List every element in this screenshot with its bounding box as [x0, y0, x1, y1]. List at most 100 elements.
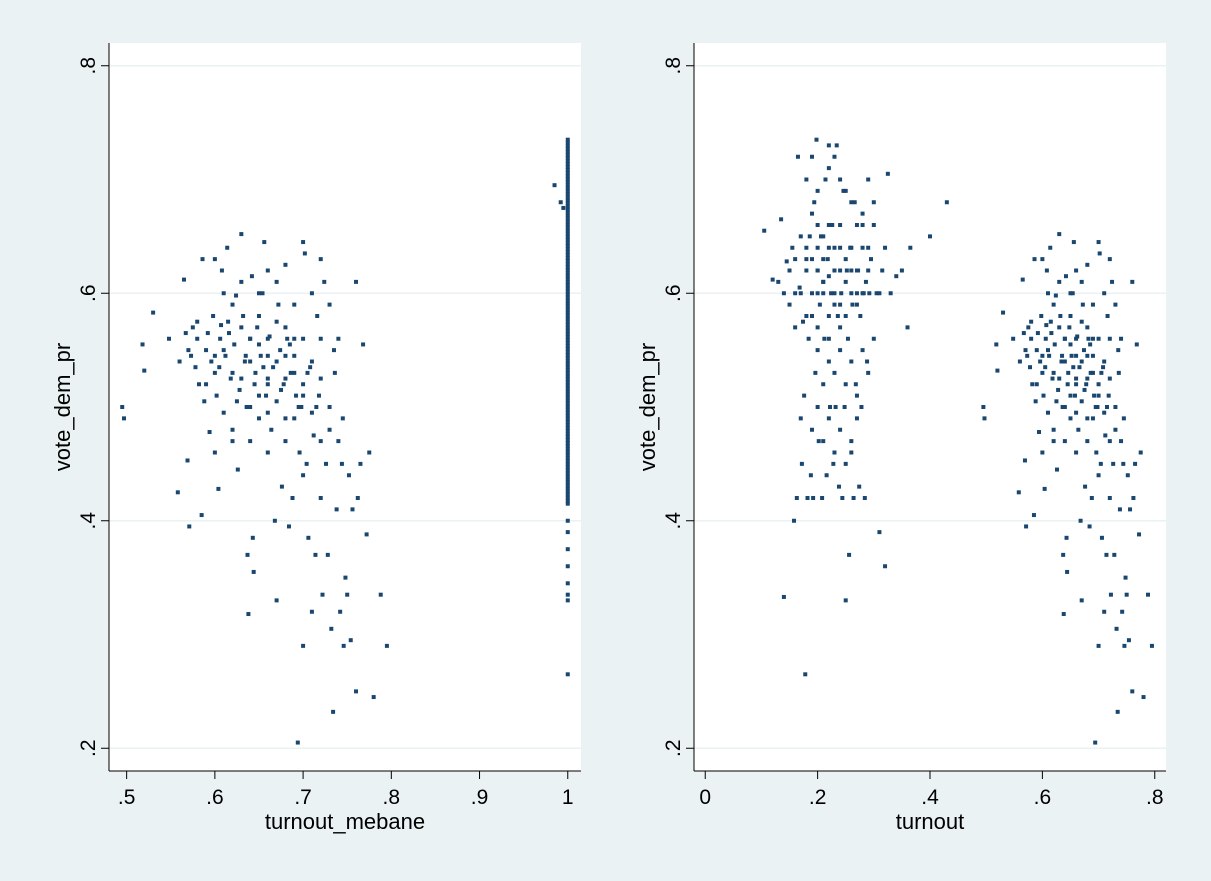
scatter-point: [565, 374, 570, 379]
scatter-point: [1060, 353, 1065, 358]
scatter-point: [565, 434, 570, 439]
scatter-point: [177, 359, 182, 364]
scatter-point: [565, 295, 570, 300]
scatter-point: [565, 304, 570, 309]
scatter-point: [854, 302, 859, 307]
scatter-point: [815, 188, 820, 193]
scatter-point: [283, 262, 288, 267]
scatter-point: [995, 368, 1000, 373]
scatter-point: [287, 342, 292, 347]
scatter-point: [230, 439, 235, 444]
scatter-point: [854, 416, 859, 421]
scatter-point: [216, 486, 221, 491]
scatter-point: [908, 245, 913, 250]
scatter-point: [1028, 365, 1033, 370]
scatter-point: [223, 353, 228, 358]
scatter-point: [565, 392, 570, 397]
scatter-point: [121, 416, 126, 421]
scatter-point: [888, 291, 893, 296]
scatter-point: [565, 189, 570, 194]
scatter-point: [810, 314, 814, 318]
scatter-point: [874, 291, 879, 296]
scatter-point: [804, 314, 809, 318]
scatter-point: [781, 594, 786, 599]
scatter-point: [1030, 382, 1035, 387]
scatter-point: [826, 336, 831, 341]
scatter-point: [350, 507, 355, 512]
scatter-point: [1074, 410, 1079, 415]
scatter-point: [565, 480, 570, 485]
scatter-point: [565, 462, 570, 467]
scatter-point: [1065, 382, 1070, 387]
scatter-point: [1115, 709, 1120, 714]
scatter-point: [823, 177, 828, 182]
scatter-point: [1075, 334, 1080, 339]
scatter-point: [1059, 359, 1064, 364]
scatter-point: [832, 370, 837, 375]
scatter-point: [248, 336, 253, 341]
scatter-point: [860, 291, 865, 296]
scatter-point: [297, 450, 302, 455]
scatter-point: [272, 518, 277, 523]
scatter-point: [565, 259, 570, 264]
scatter-point: [301, 643, 306, 648]
scatter-point: [295, 740, 300, 745]
scatter-point: [1043, 365, 1048, 370]
scatter-point: [329, 626, 334, 631]
scatter-point: [871, 336, 876, 341]
scatter-point: [1138, 450, 1143, 455]
scatter-point: [832, 450, 837, 455]
scatter-point: [1068, 291, 1073, 296]
scatter-point: [1057, 279, 1062, 284]
scatter-point: [309, 609, 314, 614]
scatter-point: [235, 467, 240, 472]
scatter-point: [565, 431, 570, 436]
scatter-point: [849, 245, 854, 250]
scatter-point: [1051, 370, 1056, 375]
scatter-point: [253, 370, 258, 375]
scatter-point: [301, 240, 306, 245]
scatter-point: [565, 395, 570, 400]
scatter-point: [565, 459, 570, 464]
scatter-panel-turnout-mebane: .2 .4 .6 .8 .5 .6 .7 .8 .9 1 turnout_mebane vote_…: [50, 43, 581, 834]
y-tick-label: .4: [662, 512, 685, 530]
scatter-point: [798, 416, 803, 421]
scatter-point: [338, 609, 343, 614]
scatter-point: [1107, 439, 1112, 444]
scatter-point: [565, 274, 570, 279]
scatter-point: [1122, 643, 1127, 648]
scatter-point: [1068, 416, 1073, 421]
scatter-point: [274, 279, 279, 284]
scatter-point: [1029, 319, 1034, 324]
scatter-point: [565, 262, 570, 267]
scatter-point: [1133, 461, 1138, 466]
scatter-point: [817, 302, 822, 307]
scatter-point: [230, 302, 235, 307]
scatter-point: [1116, 348, 1121, 353]
scatter-point: [565, 204, 570, 209]
y-tick-label: .2: [77, 739, 100, 757]
scatter-point: [565, 441, 570, 446]
scatter-point: [1112, 552, 1117, 557]
scatter-point: [219, 323, 224, 328]
scatter-point: [565, 207, 570, 212]
scatter-point: [181, 277, 186, 282]
grid-lines: [694, 65, 1166, 749]
scatter-point: [1099, 370, 1104, 375]
scatter-point: [1123, 575, 1128, 580]
scatter-point: [264, 393, 269, 398]
scatter-point: [798, 291, 803, 296]
x-tick-label: .8: [1146, 786, 1164, 809]
scatter-point: [565, 530, 570, 535]
scatter-point: [814, 137, 819, 142]
scatter-point: [1011, 336, 1016, 341]
scatter-point: [849, 291, 854, 296]
scatter-point: [565, 322, 570, 327]
scatter-points: [762, 137, 1154, 745]
scatter-point: [1101, 365, 1106, 370]
scatter-point: [565, 410, 570, 415]
scatter-point: [565, 313, 570, 318]
scatter-point: [1074, 450, 1079, 455]
scatter-point: [1131, 496, 1136, 500]
scatter-point: [221, 410, 226, 415]
